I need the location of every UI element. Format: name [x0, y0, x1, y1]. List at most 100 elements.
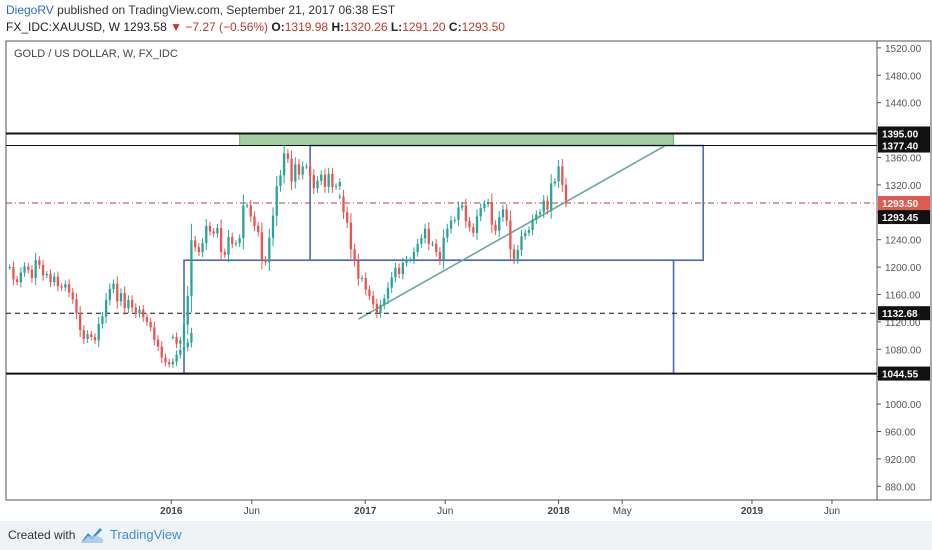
candle-body — [446, 228, 449, 238]
level-badge — [878, 366, 930, 381]
y-tick-label: 1080.00 — [885, 345, 922, 356]
y-tick-label: 1440.00 — [885, 99, 922, 110]
candle-body — [553, 181, 557, 184]
candle-body — [535, 214, 538, 220]
high-label: H: — [331, 20, 345, 34]
candle-body — [509, 220, 512, 250]
candle-body — [179, 349, 182, 355]
candle-body — [90, 334, 93, 337]
candle-body — [531, 219, 534, 231]
price-change: ▼ −7.27 (−0.56%) — [170, 20, 269, 34]
candle-body — [249, 205, 252, 217]
candle-body — [453, 219, 456, 221]
candle-body — [56, 276, 60, 287]
close-label: C: — [448, 20, 462, 34]
candle-body — [364, 278, 367, 290]
candle-body — [486, 201, 490, 205]
publish-text: published on TradingView.com, September … — [53, 3, 396, 17]
candle-body — [97, 323, 100, 341]
candle-body — [138, 309, 141, 314]
x-tick-label: 2017 — [354, 506, 377, 517]
candle-body — [449, 220, 453, 229]
publish-info: DiegoRV published on TradingView.com, Se… — [6, 3, 395, 17]
author-link[interactable]: DiegoRV — [6, 3, 54, 17]
candle-body — [394, 267, 397, 278]
open-value: 1319.98 — [284, 20, 329, 34]
candle-body — [142, 309, 145, 318]
level-badge — [878, 126, 930, 141]
level-badge — [878, 210, 930, 225]
low-value: 1291.20 — [402, 20, 446, 34]
candle-body — [271, 215, 275, 238]
candle-body — [171, 336, 175, 338]
candle-body — [205, 225, 208, 244]
candle-body — [38, 260, 41, 266]
candle-body — [164, 357, 167, 363]
symbol-label: FX_IDC:XAUUSD, W — [6, 20, 121, 34]
candle-body — [190, 240, 193, 296]
candle-body — [383, 298, 386, 305]
y-tick-label: 1120.00 — [885, 318, 921, 329]
candle-body — [130, 299, 134, 308]
candle-body — [175, 336, 178, 344]
candle-body — [101, 316, 104, 324]
candle-body — [338, 196, 341, 198]
candle-body — [527, 230, 531, 233]
candle-body — [490, 201, 493, 225]
candle-body — [171, 361, 175, 365]
candle-body — [93, 336, 97, 341]
candle-body — [219, 228, 223, 253]
candle-body — [212, 231, 215, 234]
candle-body — [60, 286, 63, 288]
candle-body — [475, 216, 479, 233]
level-badge-label: 1044.55 — [882, 370, 919, 381]
candle-body — [320, 174, 323, 181]
candle-body — [431, 243, 434, 245]
candle-body — [308, 166, 312, 176]
candle-body — [427, 228, 430, 244]
candle-body — [494, 224, 497, 231]
candle-body — [15, 279, 19, 283]
candle-body — [524, 232, 527, 237]
y-tick-label: 1200.00 — [885, 263, 922, 274]
candle-body — [67, 284, 71, 293]
tradingview-brand[interactable]: TradingView — [110, 527, 182, 542]
price-scale — [876, 40, 932, 501]
candle-body — [182, 324, 186, 341]
candle-body — [538, 212, 542, 215]
candle-body — [498, 217, 501, 231]
level-badge-label: 1395.00 — [882, 129, 919, 140]
supply-zone-rect — [239, 132, 675, 147]
candle-body — [561, 166, 564, 185]
price-chart[interactable]: 880.00920.00960.001000.001040.001080.001… — [0, 0, 932, 521]
candle-body — [193, 240, 197, 248]
candle-body — [186, 295, 189, 325]
y-tick-label: 1160.00 — [885, 290, 921, 301]
candle-body — [116, 283, 119, 302]
candle-body — [397, 267, 401, 274]
ohlc-info: FX_IDC:XAUUSD, W 1293.58 ▼ −7.27 (−0.56%… — [6, 20, 505, 34]
candle-body — [201, 243, 204, 253]
candle-body — [49, 273, 52, 283]
candle-body — [557, 166, 560, 182]
candle-body — [401, 262, 404, 274]
candle-body — [386, 287, 390, 299]
candle-body — [268, 237, 271, 263]
candle-body — [8, 267, 11, 269]
candle-body — [168, 362, 171, 365]
y-tick-label: 960.00 — [885, 427, 916, 438]
low-label: L: — [390, 20, 403, 34]
candle-body — [156, 339, 160, 347]
candle-body — [483, 204, 486, 209]
candle-body — [327, 173, 330, 187]
candle-body — [208, 225, 212, 232]
candle-body — [79, 312, 82, 331]
candle-body — [420, 238, 423, 244]
candle-body — [512, 249, 516, 259]
x-tick-label: May — [613, 506, 632, 517]
tradingview-logo-icon[interactable] — [80, 525, 104, 550]
candle-body — [216, 228, 219, 234]
candle-body — [316, 180, 319, 189]
candle-body — [234, 243, 238, 245]
candle-body — [516, 249, 519, 259]
